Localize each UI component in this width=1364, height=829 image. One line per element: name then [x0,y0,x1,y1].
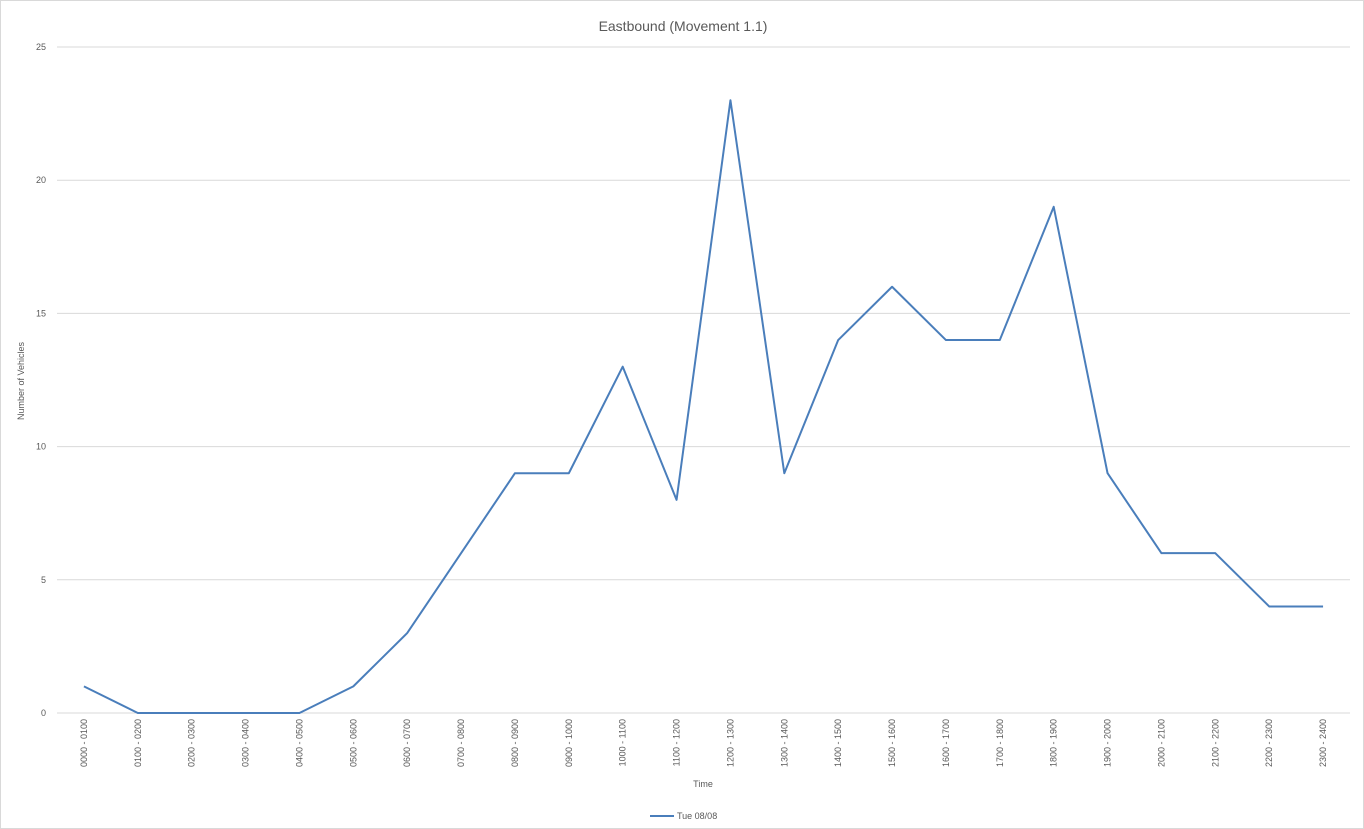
series-lines [83,99,1324,714]
x-tick-label: 2200 - 2300 [1264,719,1274,767]
y-tick-label: 20 [36,175,46,185]
x-tick-label: 1400 - 1500 [833,719,843,767]
x-axis-ticks: 0000 - 0100 0100 - 0200 0200 - 0300 0300 - … [79,719,1328,767]
y-tick-label: 15 [36,308,46,318]
series-line [83,99,1324,714]
x-tick-label: 0600 - 0700 [402,719,412,767]
x-tick-label: 0700 - 0800 [456,719,466,767]
x-tick-label: 0100 - 0200 [133,719,143,767]
y-axis-label: Number of Vehicles [16,341,26,420]
y-axis-ticks: 0 5 10 15 20 25 [36,42,46,718]
x-tick-label: 1700 - 1800 [995,719,1005,767]
y-tick-label: 0 [41,708,46,718]
x-tick-label: 2300 - 2400 [1318,719,1328,767]
y-tick-label: 25 [36,42,46,52]
chart-title: Eastbound (Movement 1.1) [599,18,768,34]
x-tick-label: 0400 - 0500 [294,719,304,767]
y-tick-label: 10 [36,442,46,452]
x-tick-label: 1000 - 1100 [618,719,628,766]
x-tick-label: 1800 - 1900 [1049,719,1059,767]
legend-label: Tue 08/08 [677,811,717,821]
x-tick-label: 1500 - 1600 [887,719,897,767]
x-tick-label: 0500 - 0600 [348,719,358,767]
x-tick-label: 0000 - 0100 [79,719,89,767]
x-tick-label: 0300 - 0400 [241,719,251,767]
x-tick-label: 2100 - 2200 [1210,719,1220,767]
x-tick-label: 0800 - 0900 [510,719,520,767]
x-tick-label: 0200 - 0300 [187,719,197,767]
x-tick-label: 1300 - 1400 [779,719,789,767]
y-tick-label: 5 [41,575,46,585]
x-axis-label: Time [693,779,713,789]
x-tick-label: 1100 - 1200 [672,719,682,766]
x-tick-label: 1900 - 2000 [1103,719,1113,767]
x-tick-label: 2000 - 2100 [1156,719,1166,767]
legend: Tue 08/08 [650,811,717,821]
gridlines [57,46,1350,714]
x-tick-label: 1600 - 1700 [941,719,951,767]
x-tick-label: 1200 - 1300 [725,719,735,767]
x-tick-label: 0900 - 1000 [564,719,574,767]
